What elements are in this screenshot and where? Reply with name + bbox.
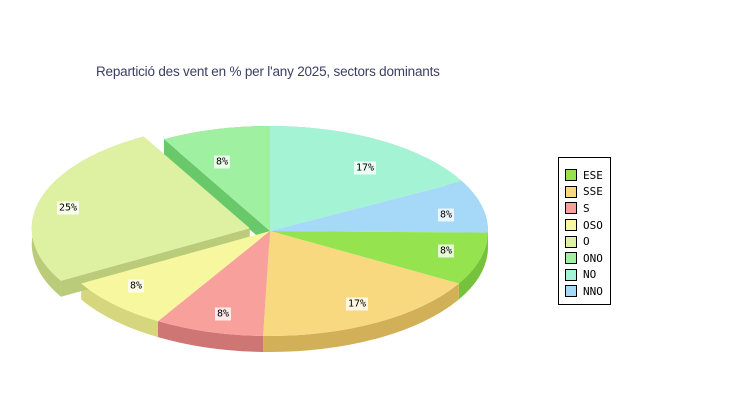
legend-swatch-ESE (565, 169, 577, 182)
legend-item-SSE: SSE (559, 184, 610, 201)
legend-label-ONO: ONO (583, 251, 603, 265)
legend-item-NO: NO (559, 267, 610, 284)
legend-label-S: S (583, 201, 590, 215)
pie-slice-ONO (164, 126, 270, 231)
legend-label-O: O (583, 235, 590, 249)
pie-rim-SSE (263, 283, 459, 352)
pie-slice-NNO (270, 181, 488, 233)
pie-side-ONO (164, 139, 270, 247)
chart-title: Repartició des vent en % per l'any 2025,… (96, 64, 440, 79)
pie-slice-S (158, 231, 270, 336)
legend: ESE SSE S OSO O ONO NO NNO (558, 157, 611, 305)
legend-label-NNO: NNO (583, 284, 603, 298)
legend-label-ESE: ESE (583, 168, 603, 182)
pie-slice-OSO (81, 231, 271, 322)
pie-rim-OSO (81, 283, 159, 338)
legend-label-OSO: OSO (583, 218, 603, 232)
legend-swatch-NO (565, 268, 577, 281)
pie-slice-NO (270, 126, 463, 231)
legend-label-SSE: SSE (583, 185, 603, 199)
legend-item-ONO: ONO (559, 250, 610, 267)
legend-swatch-ONO (565, 252, 577, 265)
legend-item-OSO: OSO (559, 217, 610, 234)
legend-swatch-S (565, 202, 577, 215)
legend-swatch-SSE (565, 185, 577, 198)
legend-swatch-OSO (565, 219, 577, 232)
legend-label-NO: NO (583, 268, 597, 282)
legend-swatch-O (565, 235, 577, 248)
pie-slice-O (31, 136, 250, 281)
legend-item-NNO: NNO (559, 283, 610, 300)
legend-swatch-NNO (565, 285, 577, 298)
pie-slice-SSE (263, 231, 459, 336)
pie-rim-ESE (458, 232, 488, 300)
legend-item-ESE: ESE (559, 167, 610, 184)
pie-rim-S (158, 321, 264, 352)
legend-item-O: O (559, 233, 610, 250)
pie-slice-ESE (270, 231, 488, 284)
legend-item-S: S (559, 200, 610, 217)
